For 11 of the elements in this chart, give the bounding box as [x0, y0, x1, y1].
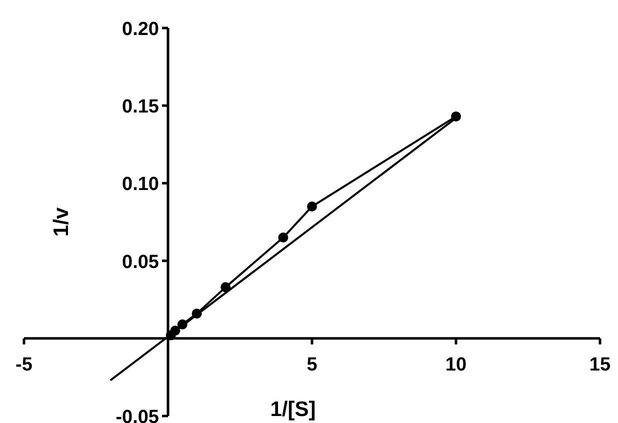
y-axis-title: 1/v: [50, 207, 73, 237]
x-tick-label: 10: [445, 354, 467, 376]
x-tick-label: 5: [306, 354, 318, 376]
x-tick-label: -5: [16, 354, 33, 376]
y-tick-label: 0.10: [122, 174, 159, 196]
y-tick-label: -0.05: [116, 407, 160, 423]
y-tick-label: 0.15: [122, 96, 160, 118]
y-tick-label: 0.20: [122, 19, 159, 40]
x-tick-label: 15: [589, 354, 611, 376]
y-tick-label: 0.05: [122, 252, 160, 273]
x-axis-title: 1/[S]: [270, 398, 316, 421]
